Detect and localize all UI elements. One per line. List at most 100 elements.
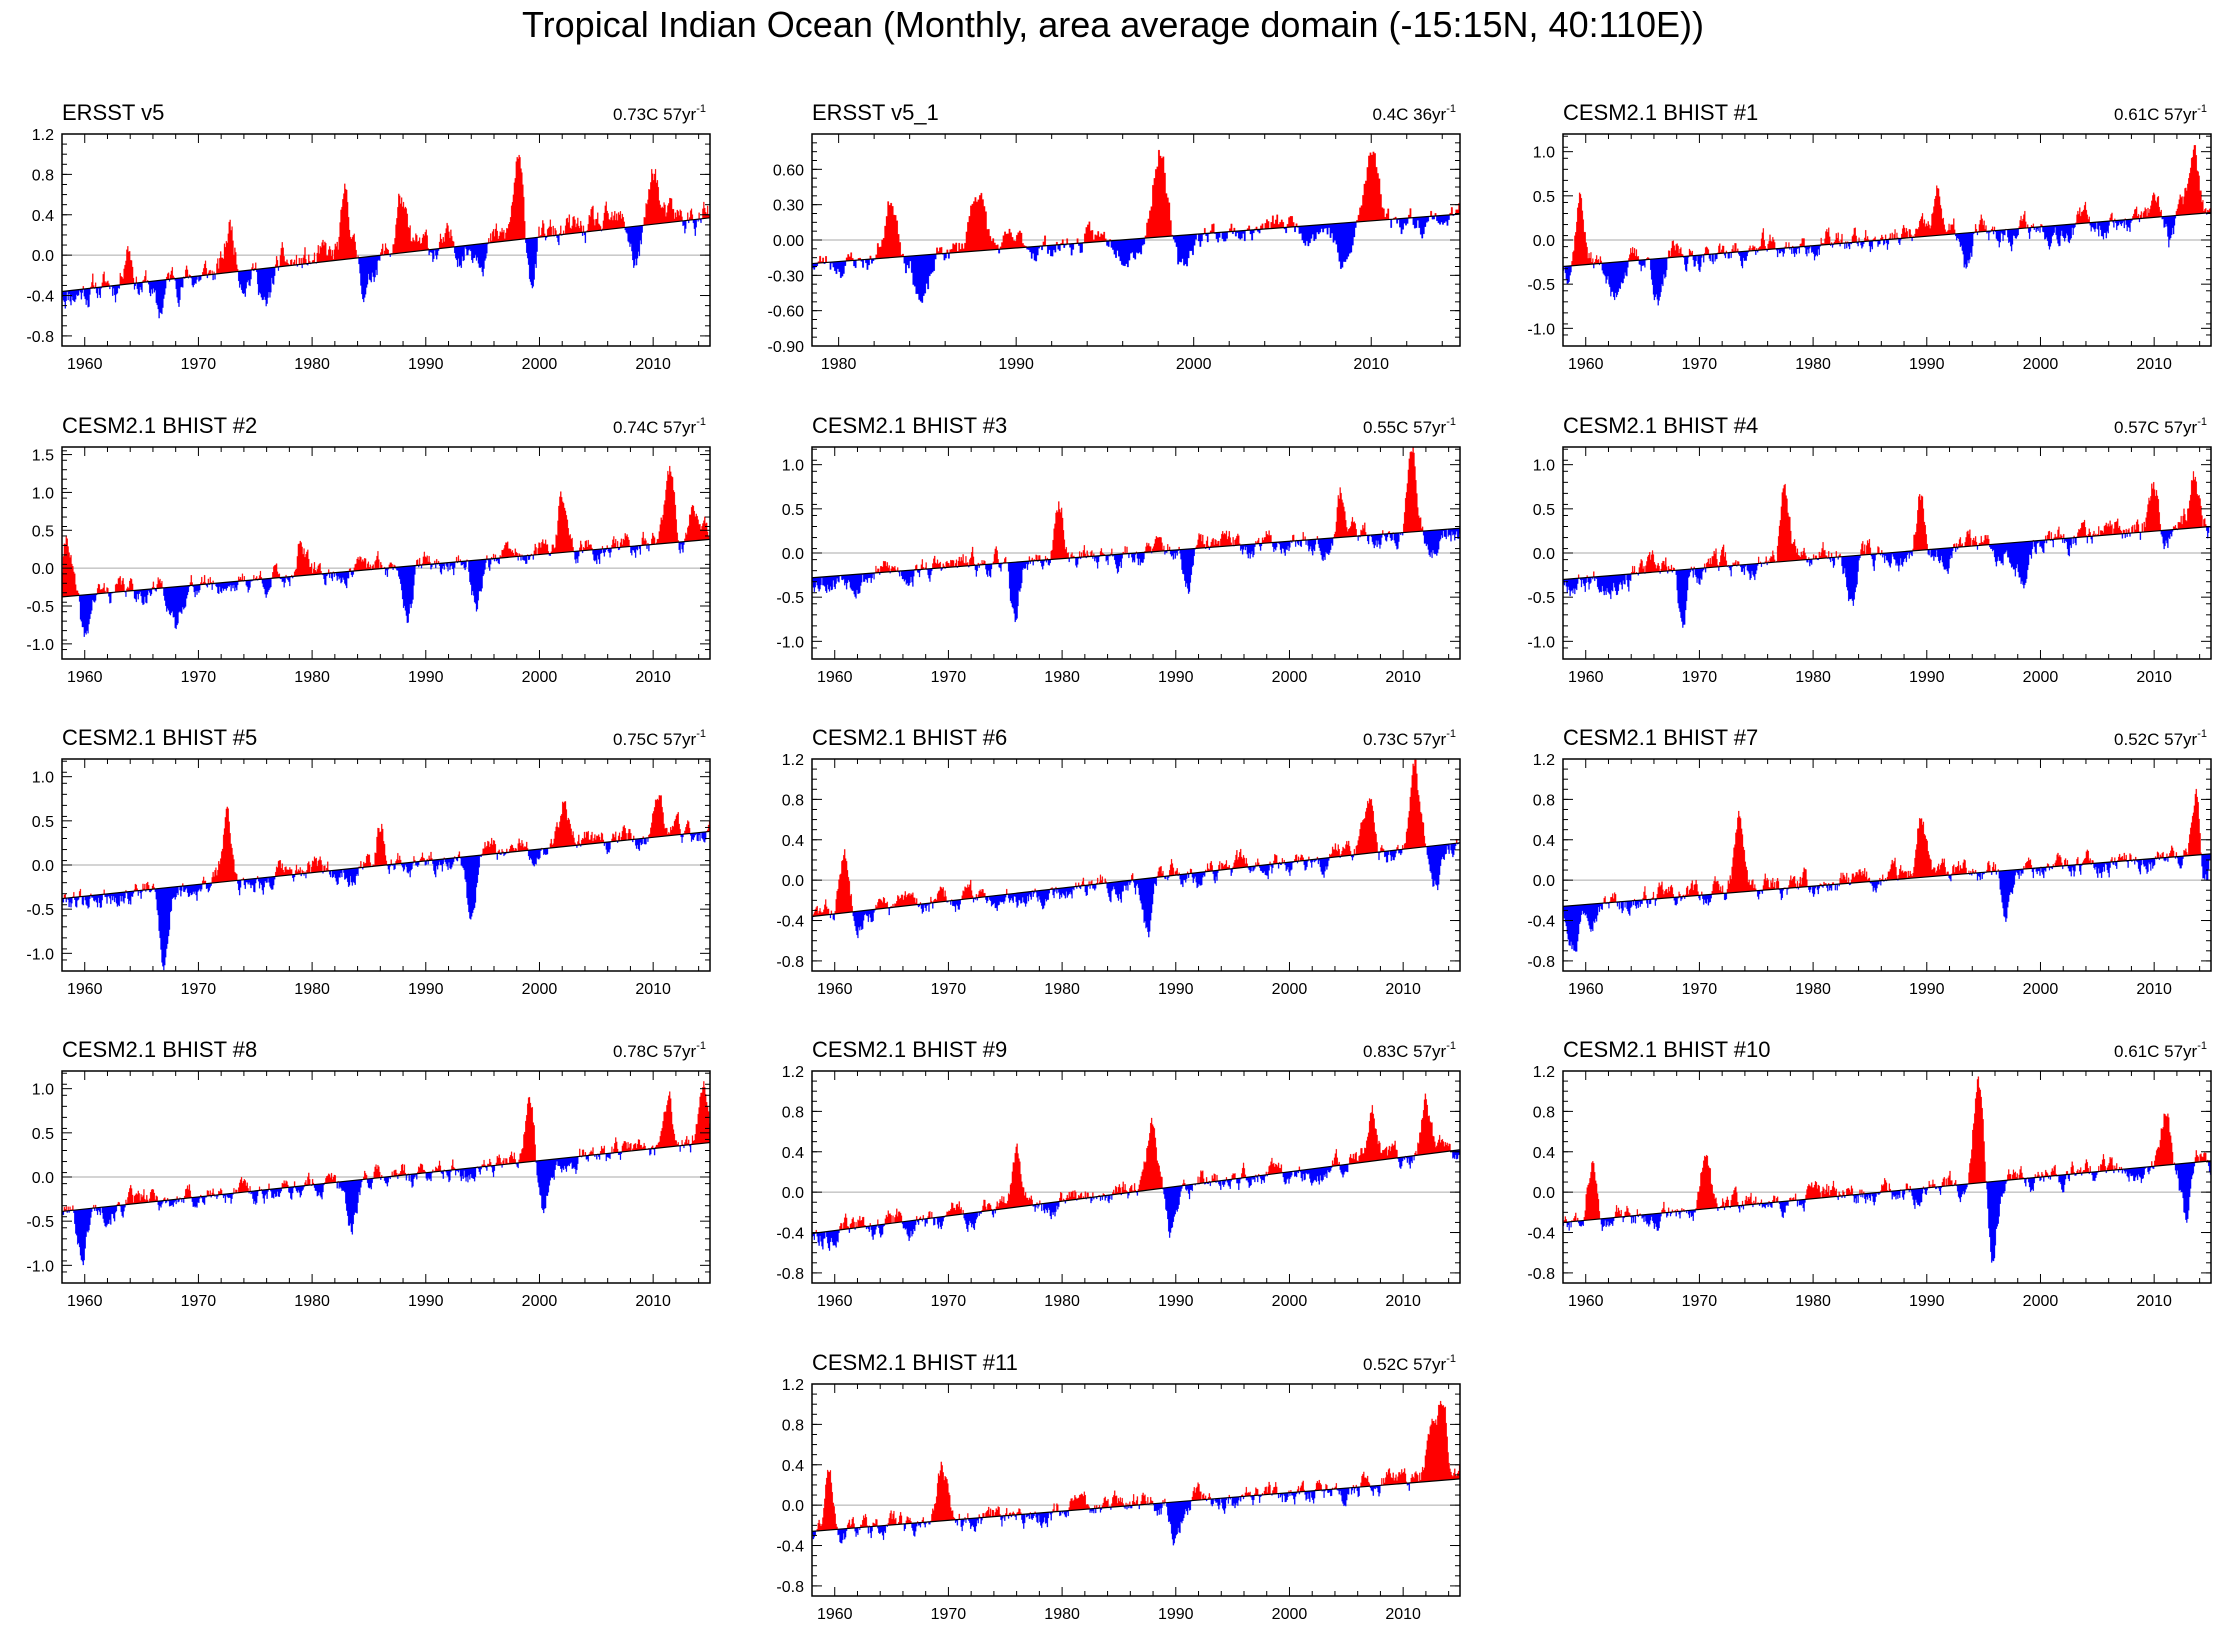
- panel-trend-label: 0.52C 57yr-1: [1363, 1353, 1456, 1374]
- y-tick-label: 0.5: [1533, 502, 1555, 519]
- y-tick-label: 0.0: [782, 1185, 804, 1202]
- y-tick-label: 0.4: [1533, 1145, 1555, 1162]
- x-tick-label: 1990: [1158, 981, 1194, 998]
- x-tick-label: 1970: [1682, 1293, 1718, 1310]
- y-tick-label: -0.4: [776, 1226, 804, 1243]
- y-tick-label: 0.0: [782, 1498, 804, 1515]
- x-tick-label: 1990: [1158, 1606, 1194, 1623]
- positive-anomaly-fill: [812, 759, 1460, 917]
- x-tick-label: 1970: [931, 669, 967, 686]
- x-tick-label: 1980: [294, 669, 330, 686]
- x-tick-label: 1990: [1158, 1293, 1194, 1310]
- panel-trend-exponent: -1: [2197, 728, 2207, 740]
- negative-anomaly-fill: [1563, 526, 2211, 628]
- x-tick-label: 1960: [817, 1606, 853, 1623]
- panel-2: ERSST v5_1 0.4C 36yr-1 1980 1990 2000 2010 0.6…: [768, 100, 1461, 373]
- panel-trend-exponent: -1: [696, 416, 706, 428]
- x-tick-label: 1980: [1044, 981, 1080, 998]
- x-tick-label: 1970: [931, 1606, 967, 1623]
- panel-trend-exponent: -1: [1446, 1040, 1456, 1052]
- panel-trend-label: 0.52C 57yr-1: [2114, 728, 2207, 749]
- y-tick-label: -0.5: [1527, 277, 1555, 294]
- panel-trend-exponent: -1: [696, 103, 706, 115]
- x-tick-label: 1960: [1568, 356, 1604, 373]
- panel-8: CESM2.1 BHIST #6 0.73C 57yr-1 1960 1970 1980…: [776, 725, 1461, 998]
- x-tick-label: 1980: [294, 1293, 330, 1310]
- panel-title: CESM2.1 BHIST #3: [812, 413, 1007, 438]
- y-tick-label: -0.4: [776, 1539, 804, 1556]
- negative-anomaly-fill: [812, 214, 1456, 303]
- x-tick-label: 2010: [1385, 669, 1421, 686]
- positive-anomaly-fill: [63, 795, 710, 899]
- y-tick-label: -1.0: [1527, 321, 1555, 338]
- panel-title: CESM2.1 BHIST #5: [62, 725, 257, 750]
- panel-data: [1563, 788, 2211, 952]
- trend-line: [62, 1141, 710, 1213]
- y-tick-label: 1.0: [1533, 145, 1555, 162]
- panel-trend-label: 0.4C 36yr-1: [1373, 103, 1456, 124]
- trend-line: [812, 213, 1460, 265]
- x-tick-label: 1980: [294, 356, 330, 373]
- y-tick-label: 0.8: [782, 792, 804, 809]
- panel-trend-exponent: -1: [2197, 1040, 2207, 1052]
- page-title: Tropical Indian Ocean (Monthly, area ave…: [522, 4, 1704, 45]
- x-tick-label: 1990: [998, 356, 1034, 373]
- y-tick-label: 0.4: [782, 1145, 804, 1162]
- x-tick-label: 1980: [294, 981, 330, 998]
- y-tick-label: 0.8: [1533, 792, 1555, 809]
- panel-data: [812, 1093, 1460, 1251]
- y-tick-label: 0.30: [773, 198, 804, 215]
- x-tick-label: 1970: [931, 1293, 967, 1310]
- y-tick-label: 0.0: [782, 546, 804, 563]
- positive-anomaly-fill: [63, 1081, 710, 1212]
- panel-data: [812, 1400, 1460, 1546]
- panel-4: CESM2.1 BHIST #2 0.74C 57yr-1 1960 1970 1980…: [26, 413, 711, 686]
- x-tick-label: 2000: [2023, 1293, 2059, 1310]
- trend-line: [1563, 1160, 2211, 1224]
- trend-line: [1563, 525, 2211, 581]
- y-tick-label: 1.2: [782, 1064, 804, 1081]
- y-tick-label: -0.8: [776, 1579, 804, 1596]
- x-tick-label: 1980: [1044, 1606, 1080, 1623]
- negative-anomaly-fill: [78, 541, 685, 637]
- plot-frame: [1562, 758, 2212, 972]
- y-tick-label: -0.5: [776, 590, 804, 607]
- panel-title: CESM2.1 BHIST #6: [812, 725, 1007, 750]
- negative-anomaly-fill: [62, 831, 707, 971]
- y-tick-label: 0.0: [32, 248, 54, 265]
- panel-trend-label: 0.78C 57yr-1: [613, 1040, 706, 1061]
- x-tick-label: 1960: [67, 356, 103, 373]
- y-tick-label: -0.90: [768, 339, 805, 356]
- x-tick-label: 2000: [522, 981, 558, 998]
- y-tick-label: 0.5: [1533, 189, 1555, 206]
- y-tick-label: -1.0: [26, 1258, 54, 1275]
- x-tick-label: 2000: [1176, 356, 1212, 373]
- y-tick-label: -0.4: [26, 289, 54, 306]
- y-tick-label: 0.5: [32, 523, 54, 540]
- x-tick-label: 2010: [635, 356, 671, 373]
- y-tick-label: 0.8: [32, 167, 54, 184]
- panel-6: CESM2.1 BHIST #4 0.57C 57yr-1 1960 1970 1980…: [1527, 413, 2212, 686]
- negative-anomaly-fill: [812, 842, 1460, 939]
- panel-title: CESM2.1 BHIST #8: [62, 1037, 257, 1062]
- negative-anomaly-fill: [62, 1144, 692, 1266]
- negative-anomaly-fill: [1563, 212, 2208, 306]
- x-tick-label: 1990: [408, 356, 444, 373]
- panel-title: CESM2.1 BHIST #9: [812, 1037, 1007, 1062]
- x-tick-label: 1990: [1158, 669, 1194, 686]
- panel-trend-exponent: -1: [2197, 103, 2207, 115]
- y-tick-label: 1.0: [32, 485, 54, 502]
- y-tick-label: -0.5: [1527, 590, 1555, 607]
- y-tick-label: 1.5: [32, 448, 54, 465]
- panel-data: [812, 759, 1460, 939]
- positive-anomaly-fill: [1602, 788, 2202, 904]
- x-tick-label: 2000: [522, 1293, 558, 1310]
- plot-frame: [1562, 1070, 2212, 1284]
- x-tick-label: 1970: [181, 669, 217, 686]
- panel-data: [1563, 1076, 2211, 1263]
- x-tick-label: 2010: [635, 669, 671, 686]
- y-tick-label: 0.0: [1533, 1185, 1555, 1202]
- y-tick-label: 1.0: [1533, 458, 1555, 475]
- positive-anomaly-fill: [62, 465, 710, 598]
